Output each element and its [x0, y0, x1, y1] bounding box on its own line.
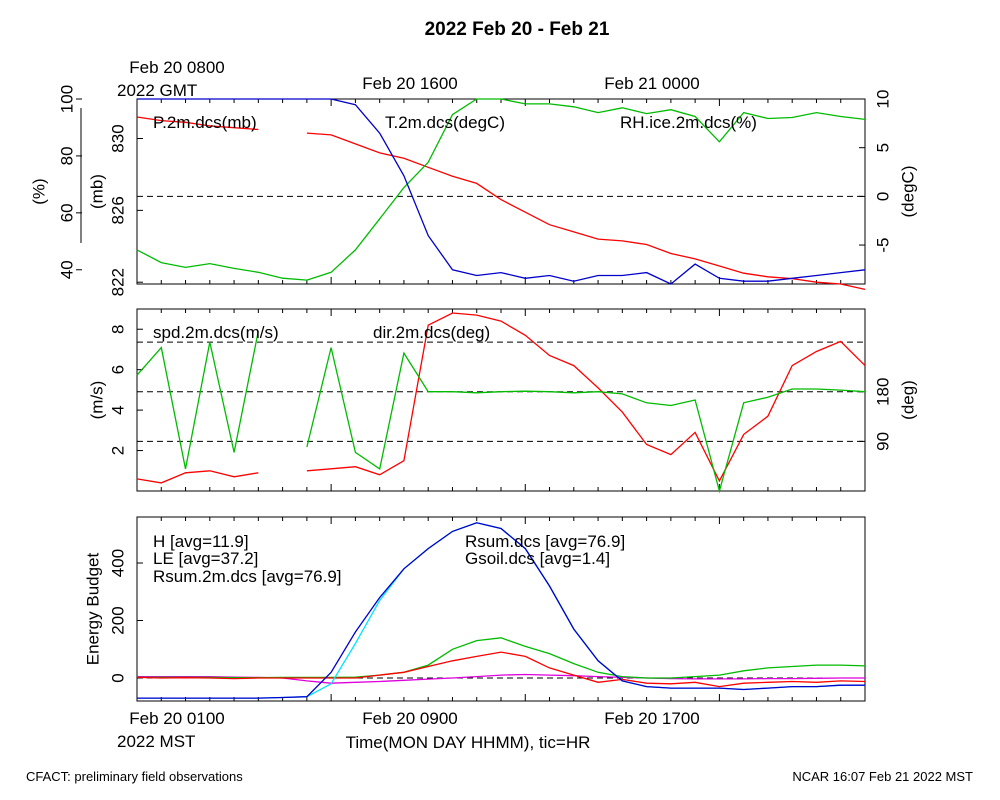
top-mb-axis-tick-label: 830	[108, 124, 127, 152]
footer-right: NCAR 16:07 Feb 21 2022 MST	[792, 769, 973, 784]
bottom-energy-axis-axis-label: Energy Budget	[83, 552, 102, 665]
legend-rsum-2m: Rsum.2m.dcs [avg=76.9]	[153, 567, 342, 586]
bottom-energy-axis-tick-label: 200	[108, 606, 127, 634]
series-Rsum.2m.dcs	[137, 522, 865, 699]
top-degc-axis-tick-label: -5	[873, 237, 892, 252]
x-axis-label: Time(MON DAY HHMM), tic=HR	[346, 733, 591, 752]
legend-rsum: Rsum.dcs [avg=76.9]	[465, 532, 625, 551]
legend-gsoil: Gsoil.dcs [avg=1.4]	[465, 549, 610, 568]
top-degc-axis-tick-label: 5	[873, 143, 892, 152]
top-time-label-right: Feb 21 0000	[604, 74, 699, 93]
series-T.2m.dcs(degC)	[136, 98, 866, 281]
top-pct-axis-tick-label: 100	[57, 85, 76, 113]
series-P.2m.dcs(mb)	[136, 116, 866, 291]
bottom-time-label-left-line2: 2022 MST	[117, 732, 195, 751]
top-pct-axis-tick-label: 80	[57, 146, 76, 165]
bottom-energy-axis-tick-label: 400	[108, 549, 127, 577]
top-pct-axis-tick-label: 60	[57, 203, 76, 222]
legend-le: LE [avg=37.2]	[153, 549, 258, 568]
middle-ms-axis-tick-label: 8	[108, 324, 127, 333]
middle-ms-axis-tick-label: 2	[108, 446, 127, 455]
top-mb-axis-tick-label: 822	[108, 268, 127, 296]
footer-left: CFACT: preliminary field observations	[26, 769, 243, 784]
bottom-time-label-right: Feb 20 1700	[604, 709, 699, 728]
top-mb-axis-axis-label: (mb)	[87, 174, 106, 209]
top-pct-axis-tick-label: 40	[57, 260, 76, 279]
middle-ms-axis-tick-label: 6	[108, 365, 127, 374]
middle-ms-axis-tick-label: 4	[108, 405, 127, 414]
chart-title: 2022 Feb 20 - Feb 21	[425, 19, 610, 40]
top-mb-axis-tick-label: 826	[108, 196, 127, 224]
series-H	[136, 651, 866, 688]
series-layer	[136, 98, 866, 699]
series-spd.2m.dcs(m/s)	[136, 312, 866, 484]
legend-pressure: P.2m.dcs(mb)	[153, 113, 257, 132]
top-degc-axis-axis-label: (degC)	[898, 166, 917, 218]
axes-layer: 406080100(%)822826830(mb)-50510(degC)246…	[29, 85, 917, 701]
top-time-label-left-line2: 2022 GMT	[117, 81, 197, 100]
middle-deg-axis-tick-label: 180	[873, 378, 892, 406]
top-time-label-left-line1: Feb 20 0800	[129, 58, 224, 77]
top-degc-axis-tick-label: 10	[873, 90, 892, 109]
series-RH.ice.2m.dcs(%)	[137, 98, 866, 285]
top-pct-axis-axis-label: (%)	[29, 178, 48, 204]
legend-wind-speed: spd.2m.dcs(m/s)	[153, 323, 279, 342]
legend-temperature: T.2m.dcs(degC)	[385, 113, 505, 132]
legend-layer: P.2m.dcs(mb) T.2m.dcs(degC) RH.ice.2m.dcs(…	[153, 113, 757, 586]
legend-rh: RH.ice.2m.dcs(%)	[620, 113, 757, 132]
middle-deg-axis-tick-label: 90	[873, 432, 892, 451]
middle-ms-axis-axis-label: (m/s)	[87, 381, 106, 420]
legend-h: H [avg=11.9]	[153, 532, 249, 551]
bottom-time-label-left-line1: Feb 20 0100	[129, 709, 224, 728]
bottom-energy-axis-tick-label: 0	[108, 673, 127, 682]
series-dir.2m.dcs(deg)	[136, 330, 866, 494]
middle-deg-axis-axis-label: (deg)	[898, 380, 917, 420]
top-time-label-mid: Feb 20 1600	[362, 74, 457, 93]
legend-wind-direction: dir.2m.dcs(deg)	[373, 323, 490, 342]
series-LE	[137, 637, 866, 679]
top-degc-axis-tick-label: 0	[873, 192, 892, 201]
bottom-time-label-mid: Feb 20 0900	[362, 709, 457, 728]
